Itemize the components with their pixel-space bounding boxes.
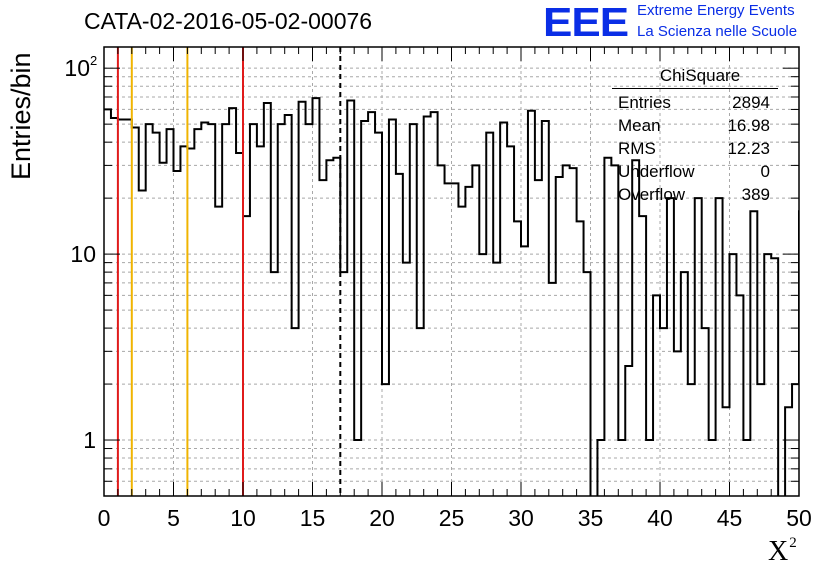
x-tick-label: 0: [98, 505, 111, 531]
logo-text-line2: La Scienza nelle Scuole: [637, 23, 798, 40]
stats-label: RMS: [618, 139, 656, 158]
stats-row-overflow: Overflow 389: [612, 183, 778, 206]
stats-value: 0: [760, 162, 770, 181]
y-tick-label: 10: [64, 55, 90, 81]
stats-value: 2894: [732, 93, 770, 112]
y-tick-label-sup: 2: [90, 53, 97, 68]
stats-row-underflow: Underflow 0: [612, 160, 778, 183]
x-axis-label-sup: 2: [789, 535, 797, 551]
y-tick-label: 10: [70, 241, 96, 267]
stats-row-mean: Mean 16.98: [612, 114, 778, 137]
x-tick-label: 35: [578, 505, 604, 531]
stats-row-entries: Entries 2894: [612, 91, 778, 114]
x-axis-label: X2: [768, 535, 797, 568]
stats-label: Underflow: [618, 162, 695, 181]
x-tick-label: 50: [786, 505, 812, 531]
stats-label: Mean: [618, 116, 661, 135]
x-axis-label-base: X: [768, 536, 789, 567]
x-tick-label: 45: [717, 505, 743, 531]
chart-title: CATA-02-2016-05-02-00076: [84, 8, 373, 34]
x-tick-label: 25: [439, 505, 465, 531]
histogram-series: [104, 97, 799, 496]
stats-title: ChiSquare: [612, 66, 778, 89]
y-axis-label: Entries/bin: [6, 52, 36, 180]
stats-box: ChiSquare Entries 2894 Mean 16.98 RMS 12…: [612, 66, 778, 206]
x-tick-label: 10: [230, 505, 256, 531]
stats-value: 16.98: [727, 116, 770, 135]
y-tick-label: 1: [83, 427, 96, 453]
eee-logo: EEE: [543, 0, 629, 46]
x-tick-label: 15: [300, 505, 326, 531]
x-tick-label: 40: [647, 505, 673, 531]
x-tick-label: 20: [369, 505, 395, 531]
x-tick-label: 30: [508, 505, 534, 531]
stats-value: 389: [741, 185, 770, 204]
x-tick-label: 5: [167, 505, 180, 531]
stats-label: Overflow: [618, 185, 686, 204]
stats-value: 12.23: [727, 139, 770, 158]
logo-text-line1: Extreme Energy Events: [637, 2, 795, 19]
stats-row-rms: RMS 12.23: [612, 137, 778, 160]
stats-label: Entries: [618, 93, 671, 112]
